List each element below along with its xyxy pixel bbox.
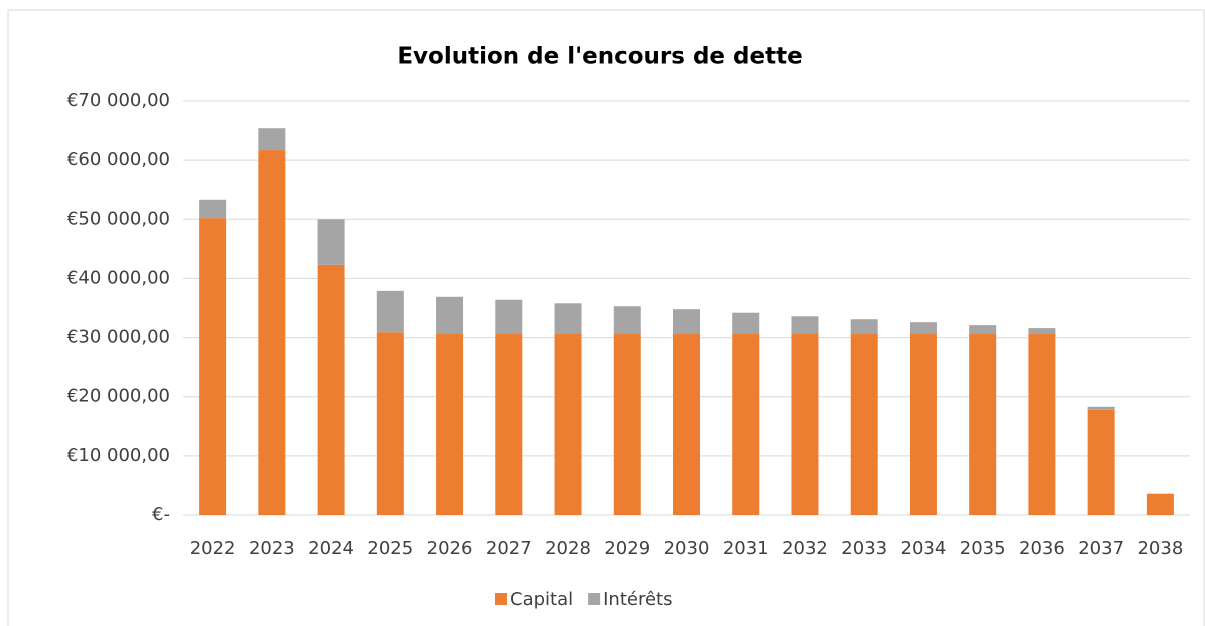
y-tick-label: €70 000,00 — [67, 90, 170, 111]
bar-segment — [436, 296, 464, 335]
x-tick-label: 2036 — [1019, 538, 1065, 559]
bar-segment — [258, 128, 286, 151]
y-tick-label: €20 000,00 — [67, 386, 170, 407]
bar-segment — [850, 334, 878, 515]
bar-segment — [1087, 406, 1115, 410]
bar-segment — [732, 334, 760, 515]
bar-segment — [436, 334, 464, 515]
x-tick-label: 2023 — [249, 538, 295, 559]
bar-segment — [673, 309, 700, 335]
x-tick-label: 2038 — [1137, 538, 1183, 559]
x-tick-label: 2035 — [960, 538, 1006, 559]
bar-segment — [258, 150, 286, 516]
legend-swatch — [495, 593, 507, 605]
legend-label: Intérêts — [603, 589, 672, 610]
x-tick-label: 2031 — [723, 538, 769, 559]
legend-swatch — [588, 593, 601, 605]
bar-segment — [673, 334, 700, 515]
bar-segment — [495, 299, 523, 335]
bar-segment — [554, 334, 582, 515]
x-tick-label: 2028 — [545, 538, 591, 559]
x-tick-label: 2025 — [367, 538, 413, 559]
bar-segment — [969, 334, 997, 515]
bar-segment — [909, 334, 937, 515]
x-tick-label: 2026 — [427, 538, 473, 559]
bar-segment — [199, 218, 227, 516]
bar-segment — [791, 316, 819, 335]
x-tick-label: 2034 — [901, 538, 947, 559]
y-tick-label: €50 000,00 — [67, 208, 170, 229]
bar-segment — [791, 334, 819, 515]
bar-segment — [1028, 328, 1056, 335]
bar-segment — [613, 306, 641, 335]
bar-segment — [376, 290, 404, 333]
bar-segment — [969, 325, 997, 335]
x-tick-label: 2037 — [1078, 538, 1124, 559]
bar-segment — [495, 334, 523, 515]
bar-segment — [850, 319, 878, 335]
y-tick-label: €30 000,00 — [67, 327, 170, 348]
bar-segment — [732, 312, 760, 335]
x-tick-label: 2029 — [604, 538, 650, 559]
y-tick-label: €10 000,00 — [67, 445, 170, 466]
x-tick-label: 2030 — [664, 538, 710, 559]
bar-segment — [1028, 334, 1056, 515]
bar-segment — [317, 264, 345, 515]
bar-segment — [317, 219, 345, 265]
y-tick-label: €- — [152, 504, 170, 525]
chart-frame — [7, 9, 1205, 626]
bar-segment — [1146, 493, 1174, 515]
y-tick-label: €40 000,00 — [67, 267, 170, 288]
x-tick-label: 2027 — [486, 538, 532, 559]
bar-segment — [376, 332, 404, 515]
bar-segment — [613, 334, 641, 515]
legend-label: Capital — [510, 589, 573, 610]
x-tick-label: 2032 — [782, 538, 828, 559]
bar-segment — [909, 322, 937, 335]
x-tick-label: 2022 — [190, 538, 236, 559]
chart-title: Evolution de l'encours de dette — [397, 44, 802, 70]
bar-segment — [1087, 409, 1115, 515]
bar-segment — [554, 303, 582, 335]
x-tick-label: 2024 — [308, 538, 354, 559]
bar-segment — [199, 199, 227, 219]
x-tick-label: 2033 — [841, 538, 887, 559]
y-tick-label: €60 000,00 — [67, 149, 170, 170]
